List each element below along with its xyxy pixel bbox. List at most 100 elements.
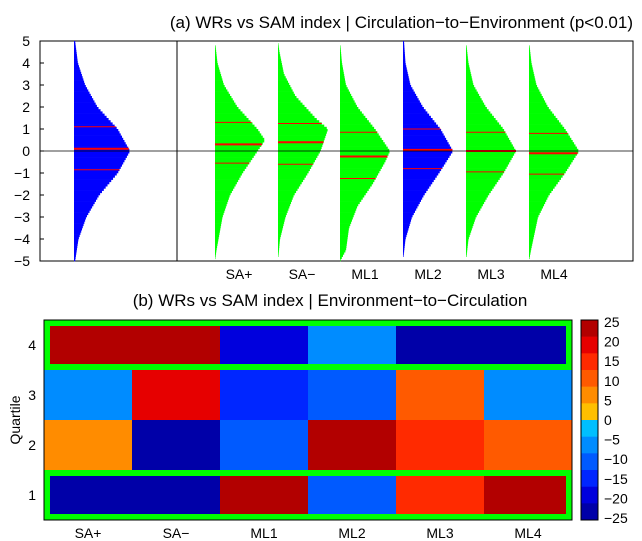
violin-bar-0	[215, 109, 241, 112]
violin-bar-2	[340, 52, 342, 55]
violin-bar-3	[403, 159, 447, 163]
violin-bar-5	[529, 192, 550, 196]
violin-bar-ref	[74, 129, 119, 132]
heatmap-cell	[220, 370, 309, 421]
violin-bar-4	[466, 159, 511, 163]
violin-bar-0	[215, 54, 217, 57]
violin-bar-5	[529, 91, 541, 95]
violin-bar-4	[466, 164, 508, 167]
violin-bar-1	[278, 56, 281, 59]
violin-bar-3	[403, 146, 452, 150]
violin-bar-3	[403, 118, 433, 121]
violin-bar-3	[403, 129, 442, 132]
violin-bar-ref	[74, 230, 82, 233]
violin-bar-1	[278, 239, 280, 242]
violin-bar-0	[215, 212, 224, 216]
violin-bar-5	[529, 107, 549, 110]
violin-bar-5	[529, 170, 566, 174]
violin-bar-3	[403, 124, 438, 128]
violin-bar-1	[278, 54, 281, 57]
violin-bar-4	[466, 52, 468, 55]
violin-bar-4	[466, 151, 516, 154]
violin-bar-ref	[74, 135, 122, 139]
x-tick-label: ML3	[477, 266, 504, 282]
violin-bar-3	[403, 241, 406, 244]
violin-bar-4	[466, 60, 469, 64]
x-tick-label: SA+	[226, 266, 253, 282]
violin-bar-ref	[74, 91, 90, 95]
violin-bar-2	[340, 122, 371, 125]
violin-bar-2	[340, 120, 369, 123]
heatmap-x-ticks: SA+ SA− ML1 ML2 ML3 ML4	[75, 525, 542, 541]
violin-bar-0	[215, 166, 247, 169]
violin-bar-4	[466, 102, 485, 106]
violin-bar-0	[215, 115, 247, 119]
violin-bar-3	[403, 151, 453, 154]
violin-bar-3	[403, 142, 449, 145]
violin-bar-ref	[74, 241, 78, 244]
violin-bar-ref	[74, 111, 103, 114]
violin-bar-0	[215, 107, 239, 110]
violin-bar-4	[466, 245, 468, 249]
violin-bar-3	[403, 203, 419, 207]
violin-bar-5	[529, 71, 534, 75]
violin-bar-5	[529, 179, 560, 183]
heatmap-cell	[308, 420, 397, 471]
violin-bar-ref	[74, 100, 95, 103]
violin-bar-1	[278, 192, 295, 196]
violin-bar-3	[403, 137, 447, 141]
violin-bar-ref	[74, 109, 101, 112]
violin-bar-5	[529, 203, 545, 207]
violin-bar-5	[529, 250, 531, 253]
violin-bar-1	[278, 118, 317, 121]
violin-bar-2	[340, 192, 366, 196]
violin-bar-3	[403, 175, 437, 178]
violin-bar-4	[466, 214, 477, 218]
violin-bar-5	[529, 217, 538, 220]
violin-bar-0	[215, 135, 263, 139]
violin-bar-3	[403, 47, 405, 51]
violin-bar-0	[215, 122, 253, 125]
violin-bar-2	[340, 245, 347, 249]
violin-bar-3	[403, 173, 439, 176]
violin-bar-0	[215, 173, 242, 176]
violin-bar-ref	[74, 212, 89, 216]
violin-bar-ref	[74, 78, 84, 81]
violin-bar-2	[340, 157, 387, 161]
heatmap-cell	[308, 320, 397, 371]
violin-bar-0	[215, 71, 221, 75]
violin-bar-ref	[74, 82, 85, 86]
violin-bar-1	[278, 131, 327, 134]
violin-bar-ref	[74, 113, 105, 117]
violin-bar-ref	[74, 177, 114, 180]
violin-bar-0	[215, 164, 248, 167]
violin-bar-2	[340, 168, 381, 172]
colorbar-segment	[581, 336, 598, 354]
heatmap-x-tick-label: ML1	[250, 525, 277, 541]
violin-bar-2	[340, 144, 387, 147]
violin-bar-5	[529, 208, 542, 211]
heatmap-frame	[43, 319, 573, 521]
violin-bar-1	[278, 107, 307, 110]
violin-bar-2	[340, 239, 348, 242]
violin-bar-4	[466, 96, 481, 99]
violin-bar-2	[340, 69, 344, 73]
violin-bar-1	[278, 223, 284, 227]
violin-bar-5	[529, 157, 575, 161]
violin-bar-4	[466, 76, 472, 79]
violin-bar-0	[215, 186, 235, 189]
violin-bar-3	[403, 188, 428, 191]
violin-bar-1	[278, 74, 285, 77]
violin-bar-5	[529, 166, 569, 169]
heatmap-cells	[44, 320, 573, 521]
violin-bar-1	[278, 126, 327, 130]
violin-bar-1	[278, 186, 299, 189]
violin-bar-0	[215, 197, 229, 200]
violin-bar-0	[215, 203, 227, 207]
violin-bar-ref	[74, 225, 83, 229]
violin-bar-1	[278, 168, 310, 172]
colorbar-frame	[580, 319, 599, 521]
violin-bar-3	[403, 67, 407, 70]
violin-bar-0	[215, 254, 216, 257]
